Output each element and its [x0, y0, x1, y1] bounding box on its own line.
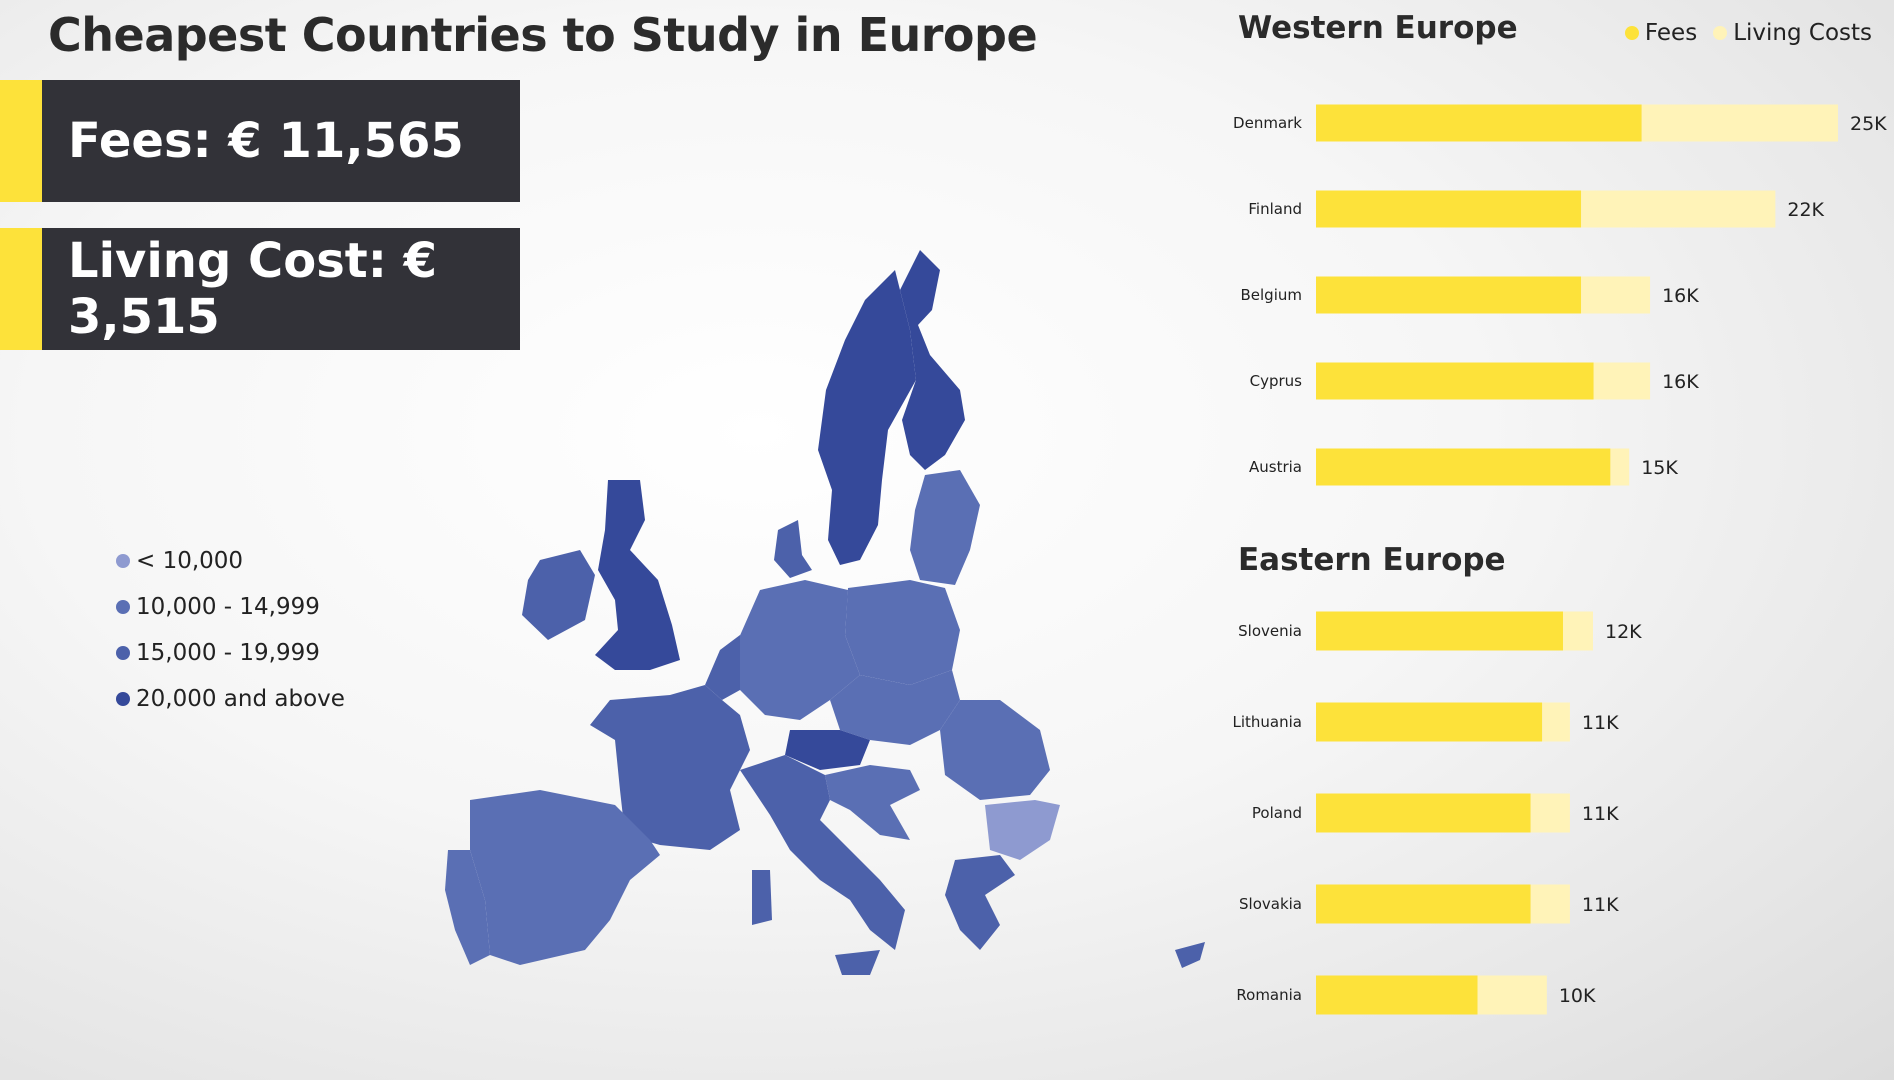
living-swatch-icon — [1713, 26, 1728, 40]
fees-bar[interactable] — [1316, 793, 1531, 833]
map-legend-item: 15,000 - 19,999 — [116, 630, 345, 676]
map-region-spain[interactable] — [470, 790, 660, 965]
map-region-benelux[interactable] — [705, 635, 740, 700]
living-cost-kpi-card: Living Cost: € 3,515 — [0, 228, 520, 350]
map-region-france[interactable] — [590, 685, 750, 850]
category-label: Cyprus — [1250, 372, 1303, 390]
map-region-poland[interactable] — [845, 580, 960, 685]
fees-bar[interactable] — [1316, 362, 1594, 400]
category-label: Slovakia — [1239, 895, 1302, 913]
fees-bar[interactable] — [1316, 276, 1582, 314]
map-legend-label: 15,000 - 19,999 — [136, 640, 320, 666]
living-costs-bar[interactable] — [1530, 884, 1570, 924]
category-label: Finland — [1248, 200, 1302, 218]
fees-bar[interactable] — [1316, 975, 1478, 1015]
map-region-sicily[interactable] — [835, 950, 880, 975]
category-label: Slovenia — [1238, 622, 1302, 640]
bar-total-label: 10K — [1559, 985, 1596, 1007]
living-costs-bar[interactable] — [1542, 702, 1570, 742]
page-title: Cheapest Countries to Study in Europe — [48, 8, 1038, 62]
living-costs-bar[interactable] — [1593, 362, 1651, 400]
category-label: Poland — [1252, 804, 1302, 822]
legend-dot-icon — [116, 646, 130, 660]
living-costs-bar[interactable] — [1477, 975, 1547, 1015]
map-region-greece[interactable] — [945, 855, 1015, 950]
map-legend-item: 20,000 and above — [116, 676, 345, 722]
bar-total-label: 11K — [1582, 894, 1619, 916]
europe-choropleth-map[interactable] — [440, 230, 1230, 1020]
legend-dot-icon — [116, 554, 130, 568]
map-region-cyprus[interactable] — [1175, 942, 1205, 968]
bar-total-label: 11K — [1582, 712, 1619, 734]
bar-total-label: 15K — [1641, 457, 1678, 479]
map-region-portugal[interactable] — [445, 850, 490, 965]
living-costs-bar[interactable] — [1530, 793, 1570, 833]
fees-bar[interactable] — [1316, 702, 1543, 742]
fees-bar[interactable] — [1316, 448, 1611, 486]
series-legend-fees[interactable]: Fees — [1624, 20, 1698, 46]
fees-bar[interactable] — [1316, 104, 1642, 142]
map-region-sardinia[interactable] — [752, 870, 772, 925]
map-region-uk[interactable] — [595, 480, 680, 670]
fees-kpi-value: Fees: € 11,565 — [42, 80, 520, 202]
map-region-central[interactable] — [830, 670, 960, 745]
map-region-balkans[interactable] — [825, 765, 920, 840]
fees-swatch-icon — [1624, 26, 1639, 40]
series-legend: Fees Living Costs — [1609, 20, 1872, 46]
fees-bar[interactable] — [1316, 611, 1563, 651]
category-label: Romania — [1236, 986, 1302, 1004]
map-region-sweden[interactable] — [818, 270, 916, 565]
category-label: Belgium — [1241, 286, 1303, 304]
map-region-baltics[interactable] — [910, 470, 980, 585]
map-legend-label: < 10,000 — [136, 548, 244, 574]
living-costs-bar[interactable] — [1610, 448, 1630, 486]
map-region-bulgaria[interactable] — [985, 800, 1060, 860]
fees-kpi-card: Fees: € 11,565 — [0, 80, 520, 202]
map-legend-item: < 10,000 — [116, 538, 345, 584]
map-legend-label: 10,000 - 14,999 — [136, 594, 320, 620]
living-cost-kpi-value: Living Cost: € 3,515 — [42, 228, 520, 350]
map-region-denmark[interactable] — [774, 520, 812, 578]
living-costs-bar[interactable] — [1562, 611, 1593, 651]
series-legend-living[interactable]: Living Costs — [1713, 20, 1872, 46]
map-region-finland[interactable] — [900, 250, 965, 470]
map-region-ireland[interactable] — [522, 550, 595, 640]
series-legend-living-label: Living Costs — [1733, 20, 1872, 46]
legend-dot-icon — [116, 692, 130, 706]
eastern-europe-bar-chart: Slovenia 12K Lithuania 11K Poland 11K Slovakia… — [1233, 611, 1642, 1015]
bar-total-label: 25K — [1850, 113, 1887, 135]
living-costs-bar[interactable] — [1581, 190, 1776, 228]
western-europe-title: Western Europe — [1238, 10, 1518, 46]
bar-total-label: 11K — [1582, 803, 1619, 825]
living-costs-bar[interactable] — [1641, 104, 1838, 142]
fees-bar[interactable] — [1316, 884, 1531, 924]
kpi-accent-bar — [0, 228, 42, 350]
legend-dot-icon — [116, 600, 130, 614]
bar-total-label: 16K — [1662, 285, 1699, 307]
map-region-germany[interactable] — [738, 580, 860, 720]
category-label: Denmark — [1233, 114, 1302, 132]
eastern-europe-title: Eastern Europe — [1238, 542, 1506, 578]
fees-bar[interactable] — [1316, 190, 1582, 228]
bar-total-label: 12K — [1605, 621, 1642, 643]
map-region-italy[interactable] — [740, 755, 905, 950]
series-legend-fees-label: Fees — [1644, 20, 1698, 46]
western-europe-bar-chart: Denmark 25K Finland 22K Belgium 16K Cyprus 16K A… — [1233, 104, 1887, 486]
bar-total-label: 16K — [1662, 371, 1699, 393]
map-legend-label: 20,000 and above — [136, 686, 345, 712]
category-label: Lithuania — [1233, 713, 1302, 731]
map-region-romania[interactable] — [940, 700, 1050, 800]
map-legend: < 10,000 10,000 - 14,999 15,000 - 19,999… — [116, 538, 345, 722]
map-legend-item: 10,000 - 14,999 — [116, 584, 345, 630]
bar-total-label: 22K — [1787, 199, 1824, 221]
map-region-austria[interactable] — [785, 730, 870, 770]
category-label: Austria — [1249, 458, 1302, 476]
living-costs-bar[interactable] — [1581, 276, 1651, 314]
kpi-accent-bar — [0, 80, 42, 202]
